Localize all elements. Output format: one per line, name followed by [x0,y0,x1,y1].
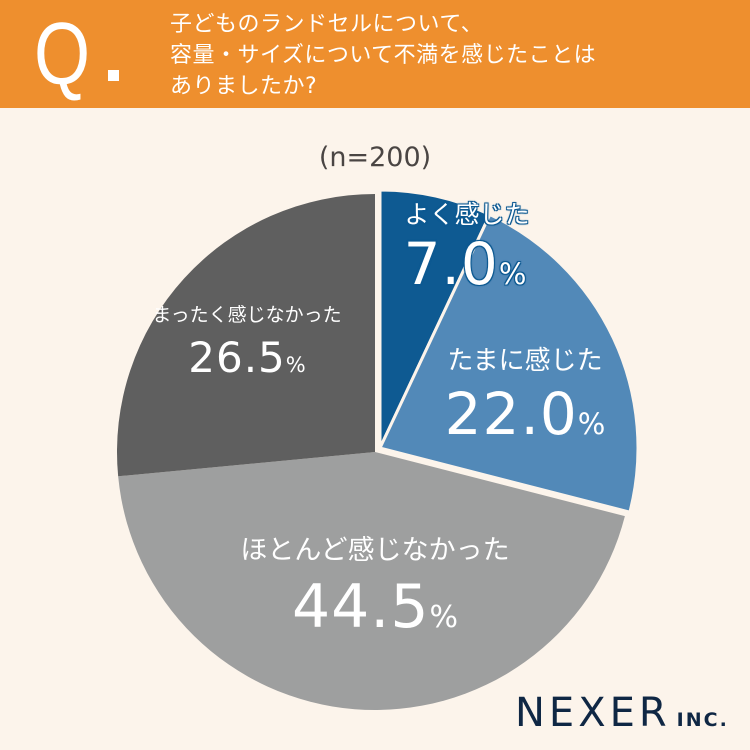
question-line-2: 容量・サイズについて不満を感じたことは [170,43,597,68]
slice-value: 26.5% [188,333,306,382]
pie-slice [377,212,640,514]
question-text: 子どものランドセルについて、 容量・サイズについて不満を感じたことは ありました… [170,9,596,102]
slice-label-sometimes: たまに感じた 22.0% [425,343,625,459]
gray-slices [117,194,625,711]
blue-slices [377,188,640,514]
slice-category: ほとんど感じなかった [240,535,510,566]
logo-suffix: INC. [676,709,729,731]
slice-category: たまに感じた [447,346,603,376]
slice-value: 44.5% [291,572,459,642]
pie-slice [118,452,625,711]
pie-slice [378,188,492,449]
question-line-3: ありましたか? [170,74,318,99]
slice-label-rarely: ほとんど感じなかった 44.5% [215,532,535,655]
question-line-1: 子どものランドセルについて、 [170,12,484,37]
nexer-logo: NEXER INC. [515,690,729,736]
q-dot [108,70,119,81]
slice-label-often: よく感じた 7.0% [392,198,542,306]
slice-label-never: まったく感じなかった 26.5% [132,300,362,393]
slice-category: よく感じた [404,200,530,229]
logo-main: NEXER [515,690,671,736]
slice-value: 7.0% [403,230,527,298]
slice-category: まったく感じなかった [152,304,342,326]
question-header: Q 子どものランドセルについて、 容量・サイズについて不満を感じたことは ありま… [0,0,750,108]
sample-size-label: (n=200) [318,142,432,173]
pie-slice [117,194,375,477]
q-mark: Q [34,4,91,103]
slice-value: 22.0% [444,380,606,448]
